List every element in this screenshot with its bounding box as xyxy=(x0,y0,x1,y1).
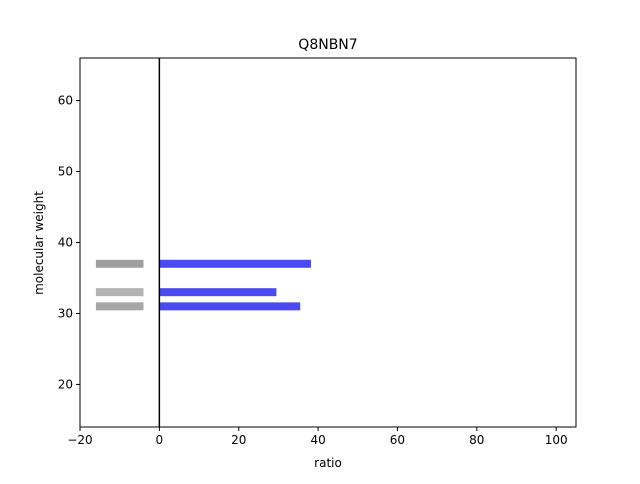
x-tick-label-3: 40 xyxy=(310,433,325,447)
bar-series1-0 xyxy=(95,259,144,268)
y-tick-label-0: 20 xyxy=(58,377,73,391)
x-tick-label-6: 100 xyxy=(545,433,568,447)
bar-series0-2 xyxy=(159,302,301,311)
plot-frame xyxy=(79,57,577,428)
x-tick-label-5: 80 xyxy=(469,433,484,447)
y-tick-label-1: 30 xyxy=(58,306,73,320)
y-tick-label-4: 60 xyxy=(58,94,73,108)
y-tick-label-3: 50 xyxy=(58,165,73,179)
bar-series0-1 xyxy=(159,288,277,297)
x-tick-label-2: 20 xyxy=(231,433,246,447)
chart-title: Q8NBN7 xyxy=(298,37,357,53)
bar-series1-2 xyxy=(95,302,144,311)
bar-series1-1 xyxy=(95,288,144,297)
y-tick-label-2: 40 xyxy=(58,236,73,250)
x-tick-label-4: 60 xyxy=(390,433,405,447)
x-tick-label-1: 0 xyxy=(156,433,164,447)
x-tick-label-0: −20 xyxy=(67,433,92,447)
bar-series0-0 xyxy=(159,259,311,268)
y-axis-label: molecular weight xyxy=(32,191,46,295)
plot-area: −20 0 20 40 60 80 100 20 30 40 50 60 xyxy=(58,57,577,447)
x-axis-label: ratio xyxy=(314,456,342,470)
